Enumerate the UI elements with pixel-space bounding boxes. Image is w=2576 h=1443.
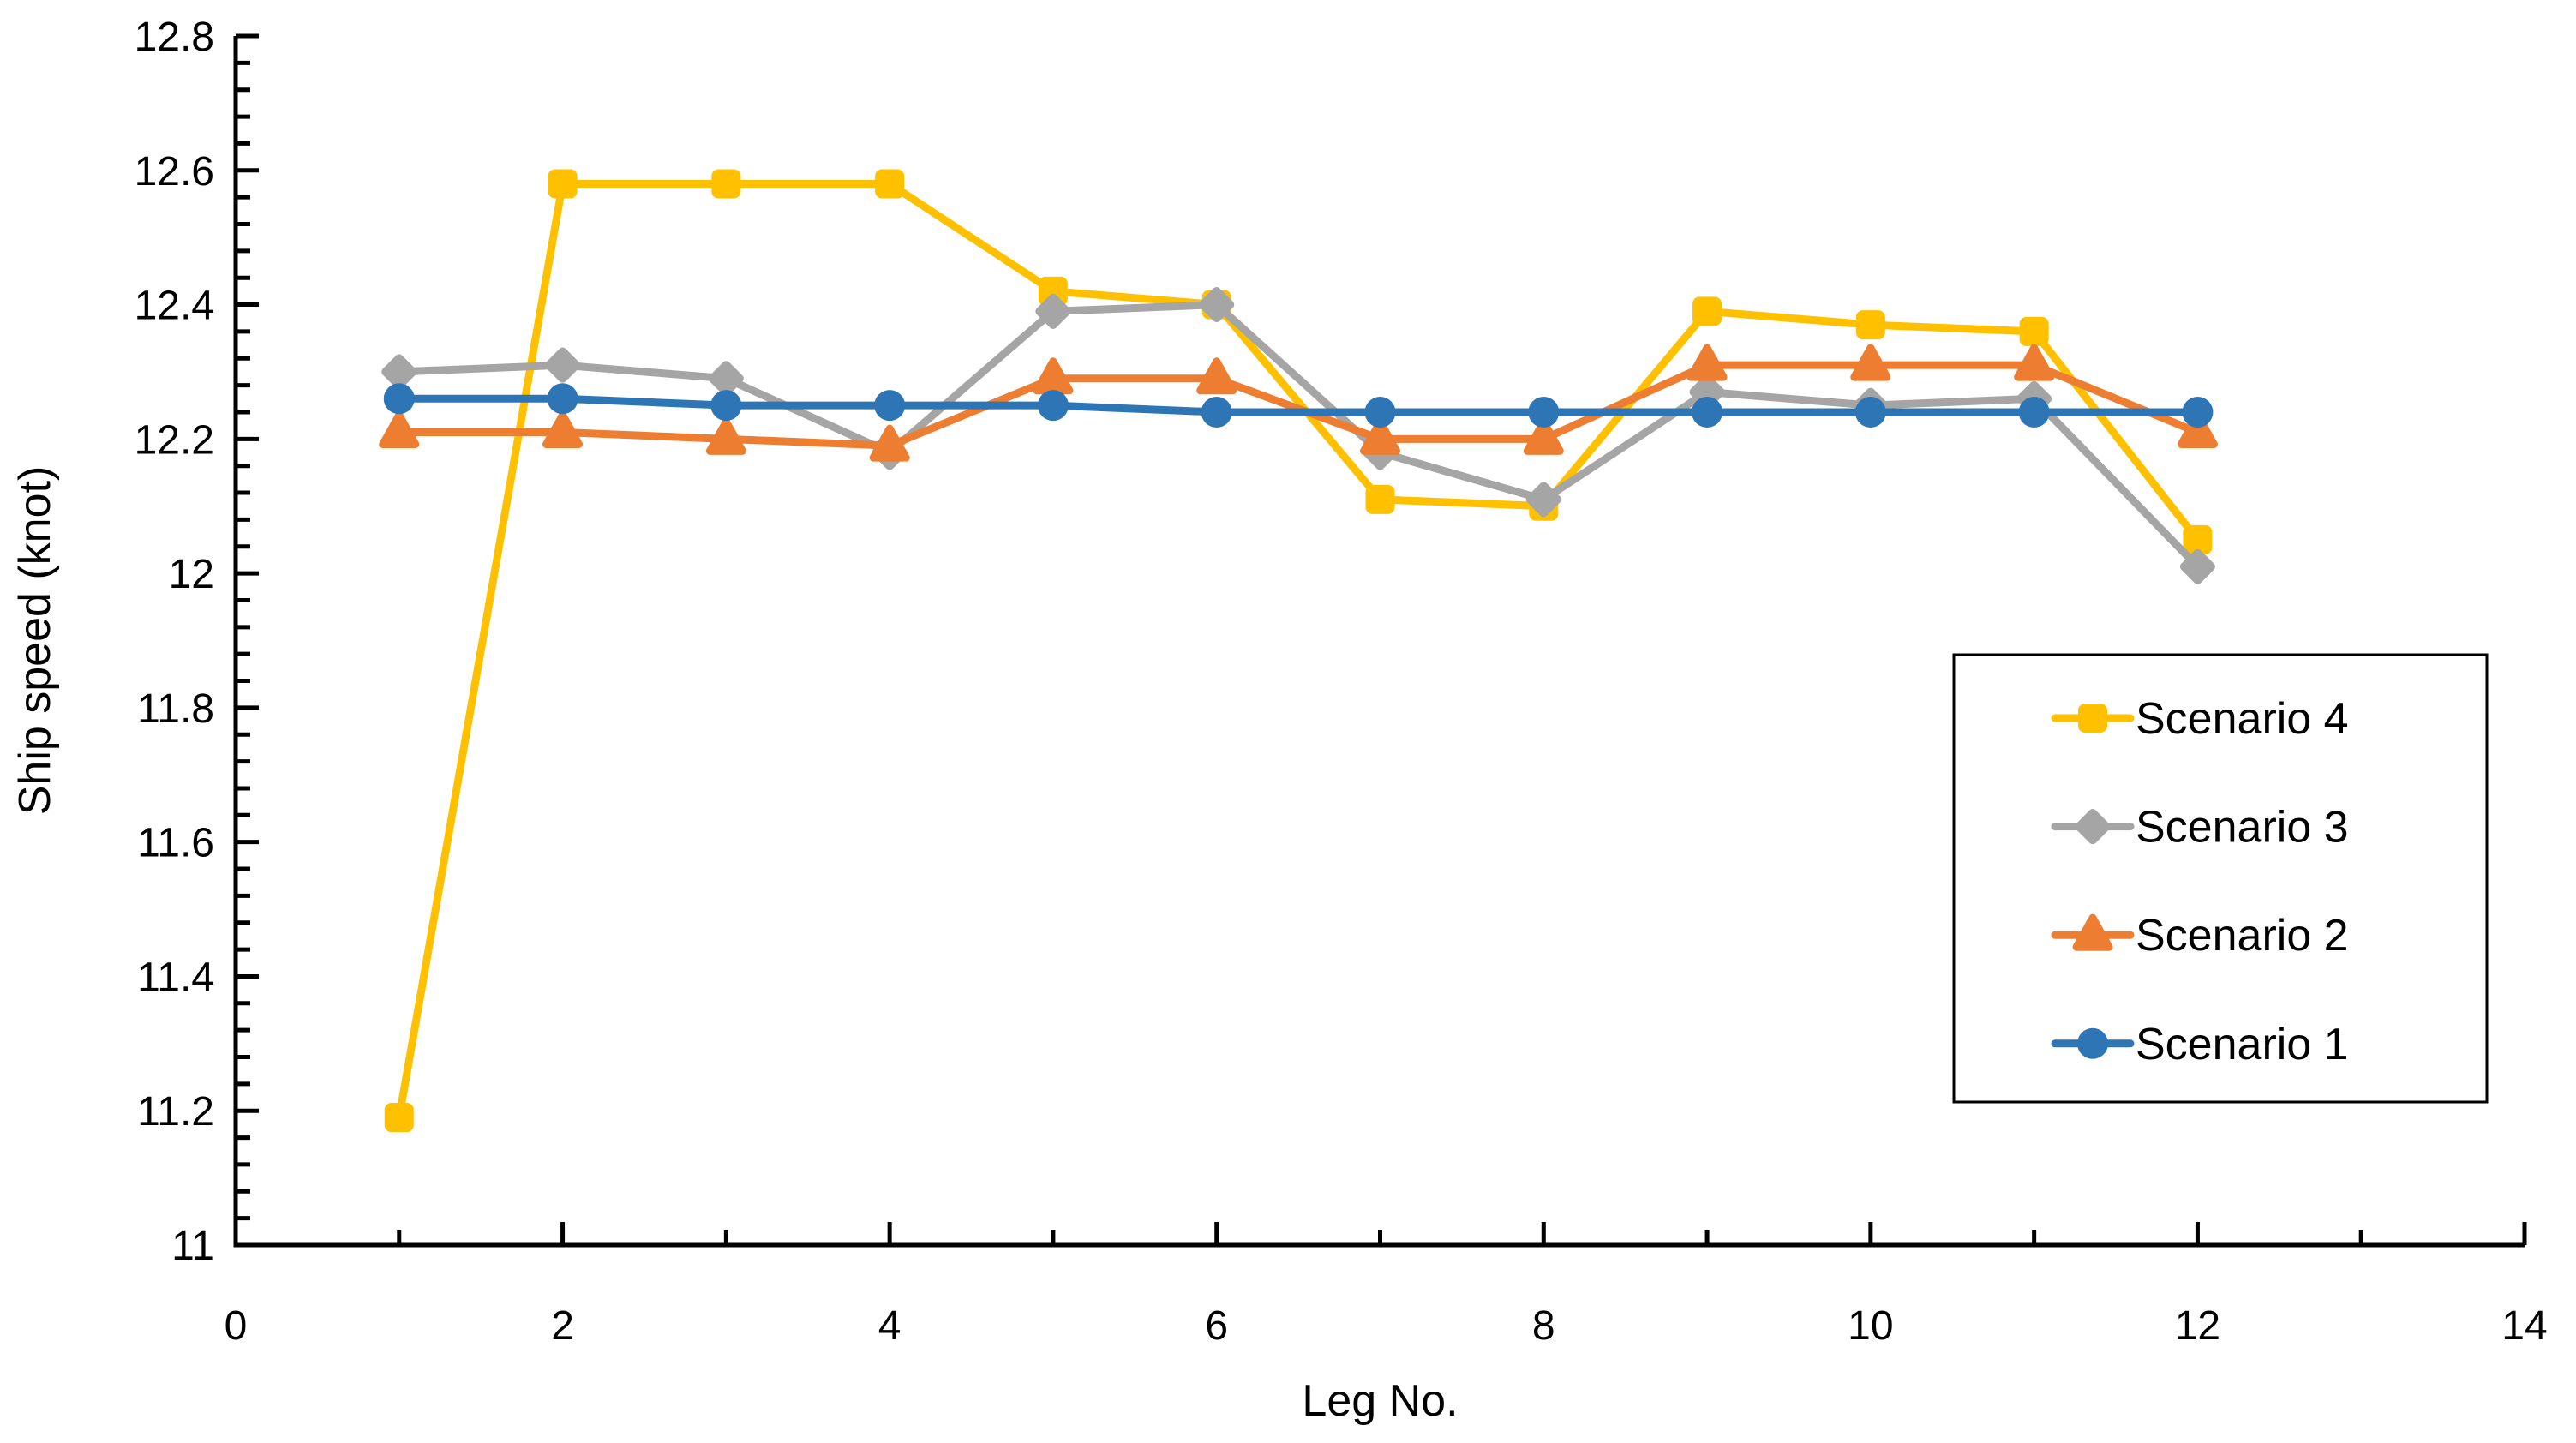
series-scenario-2-marker (542, 410, 584, 448)
x-tick-label: 14 (2501, 1303, 2547, 1349)
y-tick-label: 11.6 (137, 821, 214, 866)
series-scenario-3-marker (708, 361, 744, 397)
series-scenario-4-marker (1365, 484, 1395, 514)
x-tick-label: 4 (878, 1303, 902, 1349)
x-tick-label: 10 (1848, 1303, 1893, 1349)
series-scenario-2-marker (1850, 344, 1891, 381)
y-tick-label: 12 (169, 552, 214, 597)
series-scenario-2-marker (1523, 417, 1564, 455)
series-scenario-3-line (395, 301, 2202, 571)
series-scenario-4 (384, 169, 2213, 1133)
legend-diamond-marker (2075, 809, 2111, 845)
legend-entry-scenario-1: Scenario 1 (2051, 1020, 2349, 1069)
legend-entry-scenario-2: Scenario 2 (2051, 911, 2349, 961)
x-tick-label: 8 (1532, 1303, 1555, 1349)
series-scenario-2-marker (1360, 417, 1400, 455)
series-scenario-1-marker (874, 390, 906, 422)
series-scenario-1-marker (1692, 396, 1723, 428)
series-scenario-3-marker (1199, 286, 1235, 323)
series-scenario-3-marker (2179, 548, 2215, 584)
series-scenario-3-marker (381, 354, 417, 390)
y-tick-label: 11.2 (137, 1089, 214, 1135)
x-tick-label: 12 (2175, 1303, 2220, 1349)
series-scenario-1-marker (1528, 396, 1560, 428)
y-axis-title: Ship speed (knot) (10, 466, 60, 816)
legend-entry-label: Scenario 2 (2136, 911, 2349, 961)
series-scenario-4-marker (2019, 316, 2049, 346)
series-scenario-1-marker (547, 383, 578, 415)
legend-entry-label: Scenario 3 (2136, 803, 2349, 853)
series-scenario-4-marker (875, 169, 905, 199)
series-scenario-4-marker (548, 169, 578, 199)
legend-box (1952, 653, 2489, 1104)
x-tick-label: 0 (225, 1303, 248, 1349)
series-scenario-1-line (395, 394, 2202, 416)
legend-entry-label: Scenario 4 (2136, 694, 2349, 744)
series-scenario-1 (383, 383, 2214, 428)
series-scenario-2-marker (2177, 410, 2218, 448)
y-tick-label: 12.4 (135, 284, 214, 329)
series-scenario-1-marker (1854, 396, 1886, 428)
series-scenario-1-marker (1037, 390, 1069, 422)
series-scenario-4-line (395, 179, 2202, 1122)
series-scenario-2-marker (379, 410, 420, 448)
series-scenario-4-marker (1038, 276, 1068, 306)
series-scenario-2-marker (1033, 357, 1074, 395)
series-scenario-2-marker (869, 424, 910, 462)
series-scenario-2-marker (705, 417, 746, 455)
legend-entry-scenario-4: Scenario 4 (2051, 694, 2349, 744)
x-axis-title: Leg No. (1302, 1376, 1458, 1426)
x-tick-label: 2 (551, 1303, 574, 1349)
series-scenario-4-marker (1855, 310, 1885, 340)
legend-circle-marker (2077, 1027, 2108, 1059)
series-scenario-3-marker (1525, 482, 1561, 518)
series-scenario-1-marker (1201, 396, 1232, 428)
series-scenario-1-marker (710, 390, 742, 422)
legend-entry-label: Scenario 1 (2136, 1020, 2349, 1069)
legend-square-marker (2078, 704, 2107, 733)
series-scenario-1-marker (1364, 396, 1396, 428)
series-scenario-3-marker (545, 347, 581, 383)
y-tick-label: 11.4 (137, 955, 214, 1000)
y-tick-label: 12.2 (135, 417, 214, 463)
series-scenario-4-marker (2183, 524, 2213, 554)
series-scenario-4-marker (711, 169, 741, 199)
series-scenario-4-marker (1692, 296, 1722, 326)
series-scenario-1-marker (383, 383, 415, 415)
series-scenario-2-marker (2014, 344, 2055, 381)
y-tick-label: 11.8 (137, 686, 214, 732)
series-scenario-1-marker (2018, 396, 2050, 428)
legend-entry-scenario-3: Scenario 3 (2051, 803, 2349, 853)
series-scenario-4-marker (384, 1103, 414, 1133)
series-scenario-2-marker (1196, 357, 1237, 395)
series-scenario-2-marker (1686, 344, 1728, 381)
x-tick-label: 6 (1205, 1303, 1228, 1349)
y-tick-label: 12.8 (135, 15, 214, 60)
series-scenario-3-marker (1035, 293, 1071, 329)
legend: Scenario 4 Scenario 3 Scenario 2 Scenario 1 (1952, 653, 2489, 1104)
y-tick-label: 11 (171, 1224, 214, 1269)
series-scenario-1-marker (2182, 396, 2214, 428)
y-tick-label: 12.6 (135, 149, 214, 195)
legend-triangle-marker (2072, 913, 2113, 951)
